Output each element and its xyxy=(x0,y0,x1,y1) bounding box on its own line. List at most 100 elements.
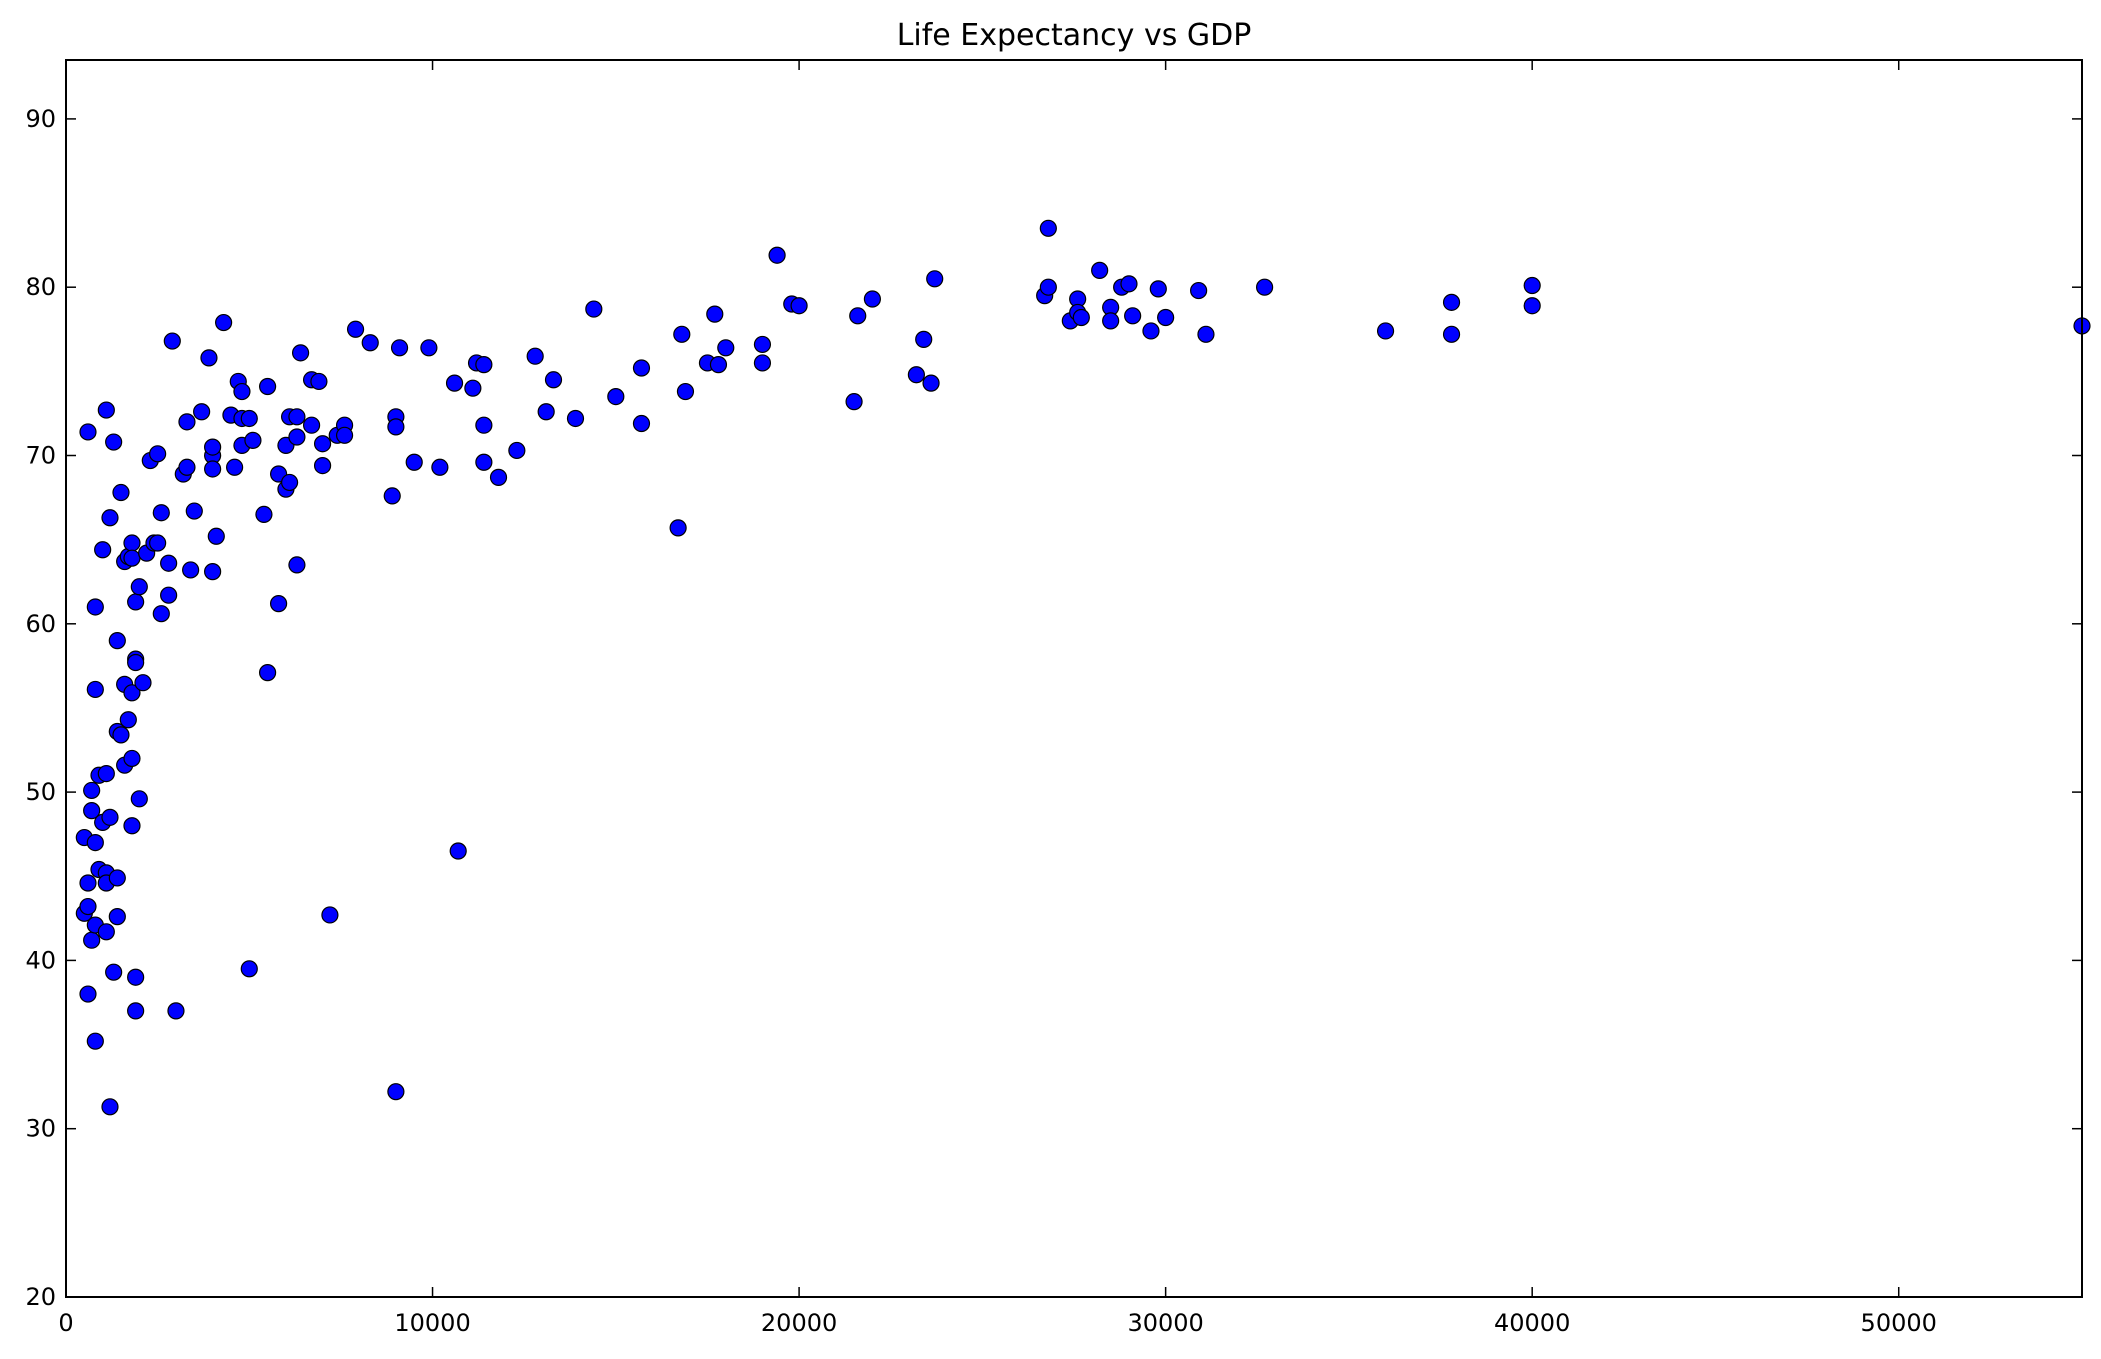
data-point xyxy=(508,441,526,460)
data-point xyxy=(79,423,97,441)
data-point xyxy=(907,366,925,384)
data-point xyxy=(288,408,306,426)
data-point xyxy=(544,371,563,389)
data-point xyxy=(152,504,170,522)
data-point xyxy=(178,413,196,431)
data-point xyxy=(566,409,585,428)
data-point xyxy=(1523,276,1541,295)
data-point xyxy=(1091,261,1109,279)
data-point xyxy=(706,305,724,323)
data-point xyxy=(405,453,423,471)
data-point xyxy=(259,377,277,396)
data-point xyxy=(207,527,225,545)
data-point xyxy=(335,426,354,444)
data-point xyxy=(387,1083,405,1101)
data-point xyxy=(387,418,405,436)
data-point xyxy=(383,487,401,505)
data-point xyxy=(288,556,306,574)
data-point xyxy=(163,332,181,350)
data-point xyxy=(1376,322,1395,340)
data-point xyxy=(709,356,728,374)
data-point xyxy=(240,409,258,428)
data-point xyxy=(420,339,438,357)
data-point xyxy=(321,906,339,924)
data-point xyxy=(926,270,944,288)
data-point xyxy=(269,595,288,613)
data-point xyxy=(200,349,218,367)
data-point xyxy=(845,393,863,411)
data-point xyxy=(130,578,148,596)
data-point xyxy=(123,817,141,835)
data-point xyxy=(475,453,493,471)
data-point xyxy=(676,382,695,401)
data-point xyxy=(632,414,651,433)
data-point xyxy=(86,1032,104,1050)
data-point xyxy=(288,428,306,446)
data-point xyxy=(108,908,126,926)
data-point xyxy=(86,598,104,616)
data-point xyxy=(489,468,508,486)
data-point xyxy=(291,344,310,362)
data-point xyxy=(127,1002,145,1020)
data-point xyxy=(1157,308,1175,327)
y-tick-label: 80 xyxy=(25,273,56,301)
data-point xyxy=(1523,297,1541,315)
data-point xyxy=(1442,293,1461,311)
data-point xyxy=(1124,307,1142,325)
data-point xyxy=(226,458,244,476)
data-point xyxy=(1120,275,1138,293)
axis-ticks: 0 10000 20000 30000 40000 50000 20 30 40 50 60 70 80… xyxy=(25,60,2082,1337)
data-point xyxy=(753,335,772,354)
data-point xyxy=(79,874,97,892)
data-point xyxy=(149,534,167,552)
y-tick-label: 50 xyxy=(25,778,56,806)
x-tick-label: 40000 xyxy=(1494,1309,1570,1337)
data-point xyxy=(607,387,625,406)
data-point xyxy=(127,593,145,611)
data-point xyxy=(123,749,141,768)
data-point xyxy=(83,781,101,800)
data-point xyxy=(101,808,119,826)
data-point xyxy=(768,246,786,264)
data-point xyxy=(1039,278,1057,296)
data-point xyxy=(475,356,493,374)
data-point xyxy=(167,1002,185,1020)
data-point xyxy=(127,968,145,986)
data-point xyxy=(193,403,211,421)
data-point xyxy=(259,664,277,682)
data-point xyxy=(1039,219,1057,237)
data-point xyxy=(585,300,603,318)
data-point xyxy=(753,354,772,372)
data-point xyxy=(233,382,251,401)
data-point xyxy=(431,458,449,476)
data-point xyxy=(97,401,115,419)
data-point xyxy=(123,684,141,702)
y-tick-label: 90 xyxy=(25,105,56,133)
data-point xyxy=(130,790,148,808)
x-tick-label: 50000 xyxy=(1861,1309,1937,1337)
data-point xyxy=(119,711,137,729)
data-point xyxy=(215,313,233,332)
y-tick-label: 30 xyxy=(25,1115,56,1143)
data-point xyxy=(160,554,178,572)
data-point xyxy=(182,561,200,579)
data-point xyxy=(537,403,555,421)
data-point xyxy=(97,764,115,783)
data-point xyxy=(1442,325,1461,343)
data-point xyxy=(204,460,222,478)
data-point xyxy=(1102,312,1120,330)
data-point xyxy=(101,1098,119,1116)
data-point xyxy=(101,509,119,527)
data-point xyxy=(390,339,409,357)
data-point xyxy=(1190,281,1208,300)
data-point xyxy=(346,320,365,338)
data-point xyxy=(673,325,691,343)
data-point xyxy=(178,458,196,476)
plot-area-frame xyxy=(65,59,2083,1298)
data-point xyxy=(112,726,130,744)
data-point xyxy=(105,963,123,981)
data-point xyxy=(160,586,178,604)
data-point xyxy=(280,473,299,492)
data-point xyxy=(94,541,112,559)
